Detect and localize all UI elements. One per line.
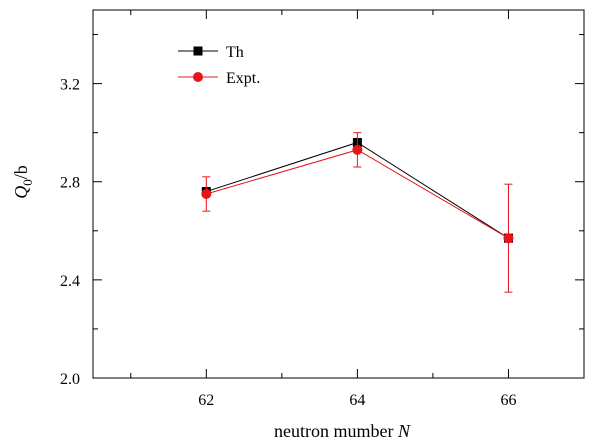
x-axis-title-text: neutron mumber (274, 421, 393, 441)
legend: Th Expt. (178, 44, 260, 87)
axes (92, 9, 585, 379)
series (201, 132, 514, 293)
x-tick-label: 66 (500, 392, 516, 409)
y-tick-label: 2.8 (60, 175, 80, 192)
ticks: 62 64 66 2.0 2.4 2.8 3.2 (60, 10, 584, 409)
y-tick-label: 2.4 (60, 273, 80, 290)
legend-label: Th (226, 44, 244, 61)
legend-item: Th (178, 44, 244, 61)
series-expt (201, 132, 514, 293)
data-point-circle (352, 144, 363, 155)
x-axis-title: neutron mumber N (274, 421, 411, 441)
x-axis-title-variable: N (397, 421, 411, 441)
legend-label: Expt. (226, 70, 260, 87)
svg-text:Q0/b: Q0/b (11, 165, 35, 199)
y-tick-label: 3.2 (60, 77, 80, 94)
svg-text:neutron mumber N: neutron mumber N (274, 421, 411, 441)
x-tick-label: 62 (198, 392, 214, 409)
y-axis-title-subscript: 0 (20, 179, 35, 186)
x-tick-label: 64 (349, 392, 365, 409)
y-tick-label: 2.0 (60, 371, 80, 388)
y-axis-title-q: Q (11, 186, 31, 199)
legend-item: Expt. (178, 70, 260, 87)
legend-marker-circle (193, 72, 203, 82)
data-point-circle (503, 233, 514, 244)
y-axis-title: Q0/b (11, 165, 35, 199)
plot-frame (92, 9, 585, 379)
legend-marker-square (193, 46, 203, 56)
y-axis-title-unit: /b (11, 165, 31, 179)
data-point-circle (201, 189, 212, 199)
